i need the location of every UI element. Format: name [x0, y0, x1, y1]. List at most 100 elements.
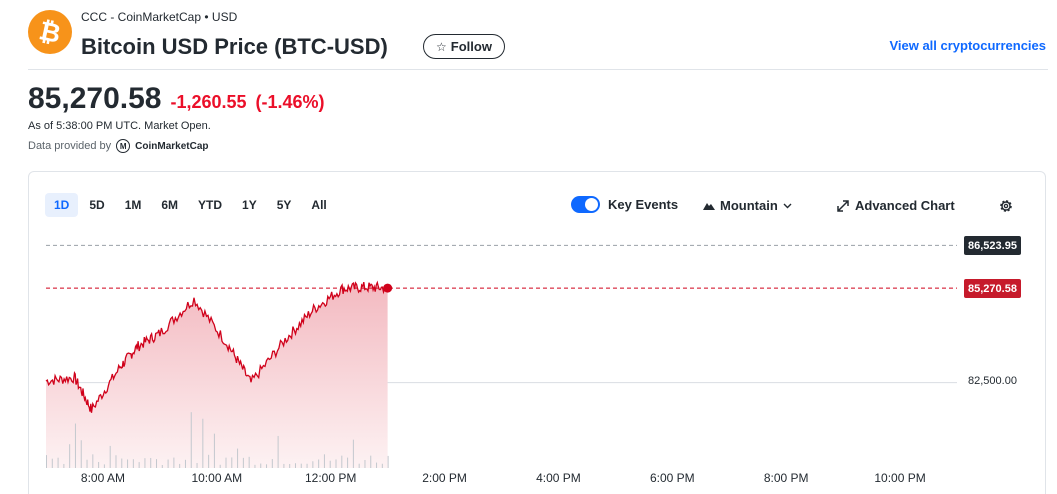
gear-icon[interactable]	[997, 197, 1015, 215]
volume-bar	[103, 464, 105, 468]
price-change: -1,260.55	[170, 92, 247, 112]
volume-bar	[254, 464, 256, 468]
volume-bar	[86, 459, 88, 468]
volume-bar	[312, 461, 314, 468]
advanced-chart-label: Advanced Chart	[855, 198, 955, 213]
provided-by-label: Data provided by	[28, 140, 112, 152]
volume-bar	[179, 463, 181, 468]
svg-text:₿: ₿	[36, 16, 63, 50]
volume-bar	[294, 463, 296, 468]
volume-bar	[260, 463, 262, 468]
volume-bar	[173, 457, 175, 468]
chart-type-label: Mountain	[720, 198, 778, 213]
volume-bar	[184, 459, 186, 468]
range-tab-5y[interactable]: 5Y	[276, 198, 292, 212]
volume-bar	[364, 459, 366, 468]
volume-bar	[208, 454, 210, 468]
x-tick-label: 10:00 PM	[874, 471, 926, 485]
quote-header: ₿ CCC - CoinMarketCap • USD Bitcoin USD …	[28, 8, 1048, 70]
star-icon: ☆	[436, 39, 447, 54]
volume-bar	[341, 455, 343, 468]
volume-bar	[248, 456, 250, 468]
price-chart[interactable]	[29, 172, 1045, 494]
chart-type-dropdown[interactable]: Mountain	[703, 198, 792, 213]
volume-bar	[370, 455, 372, 468]
follow-label: Follow	[450, 39, 492, 54]
volume-bar	[376, 462, 378, 468]
volume-bar	[98, 462, 100, 468]
quote-price-row: 85,270.58 -1,260.55 (-1.46%)	[28, 82, 325, 116]
volume-bar	[283, 463, 285, 468]
view-all-cryptocurrencies-link[interactable]: View all cryptocurrencies	[889, 38, 1046, 53]
page-title: Bitcoin USD Price (BTC-USD)	[81, 34, 388, 59]
x-tick-label: 12:00 PM	[305, 471, 357, 485]
volume-bar	[231, 457, 233, 468]
volume-bar	[144, 458, 146, 468]
range-tab-1m[interactable]: 1M	[124, 198, 142, 212]
volume-bar	[242, 457, 244, 468]
volume-bar	[80, 440, 82, 468]
volume-bar	[387, 455, 389, 468]
last-price-marker	[383, 283, 393, 293]
provider-name: CoinMarketCap	[135, 140, 209, 152]
volume-bar	[138, 462, 140, 468]
chevron-down-icon	[783, 203, 792, 208]
volume-bar	[352, 439, 354, 468]
y-grid-label: 82,500.00	[968, 375, 1017, 387]
volume-bar	[156, 459, 158, 468]
volume-bar	[271, 459, 273, 468]
market-time: As of 5:38:00 PM UTC. Market Open.	[28, 120, 211, 132]
range-tab-6m[interactable]: 6M	[161, 198, 179, 212]
volume-bar	[213, 433, 215, 468]
range-tab-1y[interactable]: 1Y	[242, 198, 257, 212]
volume-bar	[225, 457, 227, 468]
x-tick-label: 4:00 PM	[536, 471, 581, 485]
price-line	[45, 280, 388, 413]
volume-bar	[69, 444, 71, 468]
volume-bar	[109, 445, 111, 468]
range-tabs: 1D 5D 1M 6M YTD 1Y 5Y All	[45, 193, 336, 217]
volume-bar	[150, 457, 152, 468]
volume-bar	[323, 454, 325, 468]
volume-bar	[74, 423, 76, 468]
advanced-chart-button[interactable]: Advanced Chart	[837, 198, 955, 213]
current-price: 85,270.58	[28, 82, 162, 115]
volume-bar	[63, 463, 65, 468]
price-area	[46, 282, 388, 468]
key-events-toggle[interactable]	[571, 196, 600, 213]
expand-arrows-icon	[837, 199, 849, 212]
volume-bar	[132, 459, 134, 468]
volume-bar	[289, 464, 291, 468]
range-tab-all[interactable]: All	[311, 198, 327, 212]
bitcoin-icon: ₿	[28, 10, 72, 54]
volume-bar	[329, 460, 331, 468]
chart-card: 1D 5D 1M 6M YTD 1Y 5Y All Key Events Mountain A…	[28, 171, 1046, 494]
toggle-knob	[585, 198, 598, 211]
volume-bar	[202, 418, 204, 468]
follow-button[interactable]: ☆ Follow	[423, 34, 505, 59]
volume-bar	[161, 464, 163, 468]
volume-bar	[46, 455, 47, 468]
key-events-label: Key Events	[608, 197, 679, 212]
range-tab-1d[interactable]: 1D	[45, 193, 79, 217]
volume-bar	[277, 435, 279, 468]
x-tick-label: 10:00 AM	[191, 471, 243, 485]
volume-bar	[196, 462, 198, 468]
x-tick-label: 8:00 PM	[763, 471, 809, 485]
range-tab-5d[interactable]: 5D	[89, 198, 105, 212]
range-tab-ytd[interactable]: YTD	[198, 198, 223, 212]
volume-bar	[347, 457, 349, 468]
volume-bar	[51, 458, 53, 468]
data-provider: Data provided by M CoinMarketCap	[28, 139, 209, 153]
volume-bar	[57, 457, 59, 468]
previous-close-label: 86,523.95	[964, 236, 1021, 255]
volume-bar	[300, 463, 302, 468]
exchange-source: CCC - CoinMarketCap • USD	[81, 10, 238, 24]
volume-bar	[306, 463, 308, 468]
volume-bar	[219, 464, 221, 468]
volume-bar	[237, 448, 239, 468]
x-tick-label: 6:00 PM	[649, 471, 695, 485]
volume-bar	[381, 463, 383, 468]
volume-bar	[190, 412, 192, 468]
volume-bar	[358, 463, 360, 468]
